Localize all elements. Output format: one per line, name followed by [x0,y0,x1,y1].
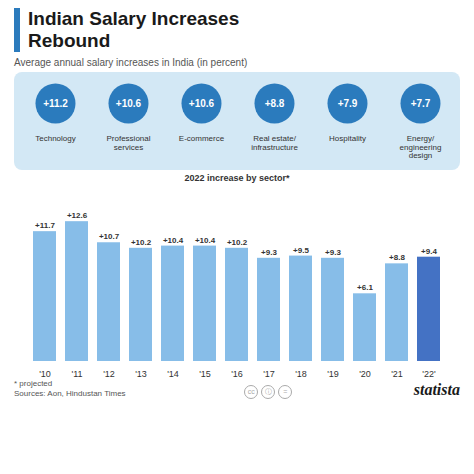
svg-text:'20: '20 [359,369,371,379]
html-text:Sources: Aon, Hindustan Times: Sources: Aon, Hindustan Times [14,389,126,398]
svg-text:+10.2: +10.2 [227,238,248,247]
svg-text:+10.4: +10.4 [195,236,216,245]
svg-text:'22': '22' [422,369,436,379]
svg-text:'11: '11 [71,369,82,379]
svg-text:+9.5: +9.5 [293,246,309,255]
svg-text:+9.3: +9.3 [325,248,341,257]
svg-text:'12: '12 [103,369,115,379]
svg-text:+7.9: +7.9 [338,98,358,109]
html-text:statista: statista [413,381,460,398]
svg-text:+10.2: +10.2 [131,238,152,247]
svg-text:+10.6: +10.6 [116,98,142,109]
svg-text:Energy/engineeringdesign: Energy/engineeringdesign [400,134,442,161]
svg-text:+6.1: +6.1 [357,283,373,292]
svg-text:+11.7: +11.7 [35,221,55,230]
svg-text:+11.2: +11.2 [43,98,68,109]
html-text:cc: cc [247,388,255,395]
svg-text:+9.3: +9.3 [261,248,277,257]
svg-text:+10.7: +10.7 [99,232,120,241]
svg-text:Professionalservices: Professionalservices [106,134,150,152]
svg-text:+8.8: +8.8 [265,98,285,109]
svg-text:'14: '14 [167,369,179,379]
html-text:2022 increase by sector*: 2022 increase by sector* [184,173,290,183]
svg-text:Hospitality: Hospitality [329,134,366,143]
svg-text:'15: '15 [199,369,211,379]
svg-text:+7.7: +7.7 [411,98,431,109]
svg-text:'19: '19 [327,369,339,379]
html-text:Average annual salary increase: Average annual salary increases in India… [14,57,248,68]
svg-text:+10.4: +10.4 [163,236,184,245]
svg-text:+9.4: +9.4 [421,247,437,256]
svg-text:'10: '10 [39,369,51,379]
svg-text:'17: '17 [263,369,275,379]
svg-text:+12.6: +12.6 [67,211,88,220]
svg-text:Real estate/infrastructure: Real estate/infrastructure [251,134,298,152]
svg-text:'16: '16 [231,369,243,379]
svg-text:+8.8: +8.8 [389,253,405,262]
svg-text:+10.6: +10.6 [189,98,215,109]
svg-text:E-commerce: E-commerce [179,134,225,143]
html-text:Indian Salary Increases Reboun: Indian Salary Increases Rebound [28,8,240,51]
svg-text:Technology: Technology [35,134,75,143]
html-text:* projected: * projected [14,379,53,388]
svg-text:'21: '21 [391,369,403,379]
svg-text:'18: '18 [295,369,307,379]
svg-text:'13: '13 [135,369,147,379]
